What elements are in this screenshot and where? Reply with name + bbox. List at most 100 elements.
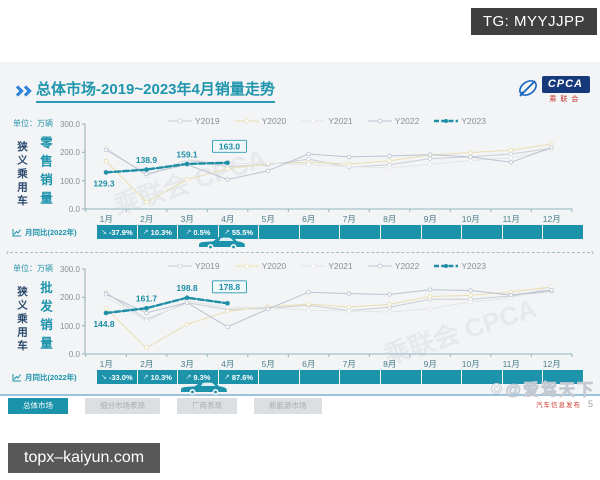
- segment-label: 狭义乘用车: [16, 286, 28, 354]
- yoy-value-cell: [340, 370, 381, 384]
- trend-up-icon: ↗: [142, 229, 149, 236]
- legend-marker-icon: [367, 118, 392, 124]
- legend-marker-icon: [234, 118, 259, 124]
- month-label: 12月: [542, 214, 561, 224]
- yoy-row-label: 月同比(2022年): [12, 225, 77, 239]
- chart-legend: Y2019 Y2020 Y2021 Y2022 Y2023: [168, 116, 486, 126]
- legend-label: Y2020: [261, 261, 287, 271]
- unit-label: 单位：万辆: [13, 119, 53, 128]
- footer-tab-0[interactable]: 总体市场: [8, 398, 68, 414]
- legend-item-Y2023: Y2023: [434, 116, 486, 126]
- legend-marker-icon: [367, 263, 392, 269]
- legend-label: Y2021: [328, 261, 353, 271]
- y-axis-tick-label: 300.0: [59, 265, 80, 274]
- month-label: 8月: [383, 214, 397, 224]
- legend-label: Y2019: [195, 261, 220, 271]
- legend-item-Y2020: Y2020: [234, 261, 287, 271]
- x-axis-month-labels: 1月 2月 3月 4月 5月 6月 7月 8月 9月 10月 11月 12月: [86, 213, 572, 225]
- x-axis-month-labels: 1月 2月 3月 4月 5月 6月 7月 8月 9月 10月 11月 12月: [86, 358, 572, 370]
- legend-marker-icon: [301, 263, 326, 269]
- yoy-value: -37.9%: [108, 227, 133, 237]
- month-label: 8月: [383, 359, 397, 369]
- legend-marker-icon: [301, 118, 326, 124]
- legend-marker-icon: [168, 118, 192, 124]
- trend-down-icon: ↘: [100, 229, 107, 236]
- yoy-value-cell: [299, 225, 340, 239]
- yoy-value-cell: [502, 370, 543, 384]
- trend-up-icon: ↗: [142, 374, 149, 381]
- yoy-value-cell: [299, 370, 340, 384]
- car-icon: [199, 236, 245, 250]
- yoy-value-cell: [381, 370, 421, 384]
- yoy-value-cell: [543, 225, 583, 239]
- yoy-value-cell: [340, 225, 381, 239]
- retail-sales-chart: 单位：万辆 狭义乘用车 零售销量 300.0 200.0 100.0 0.0 Y2019 Y20…: [0, 115, 600, 265]
- blogger-watermark: @爱驾天下 汽车信息发布: [491, 376, 595, 409]
- legend-label: Y2019: [195, 116, 220, 126]
- yoy-value: 9.3%: [193, 372, 211, 382]
- footer-tab-3[interactable]: 新能源市场: [254, 398, 322, 414]
- legend-label: Y2022: [394, 261, 420, 271]
- trend-up-icon: ↗: [185, 229, 192, 236]
- yoy-value-row: ↘ -37.9% ↗ 10.3% ↗ 0.5% ↗ 55.5%: [97, 225, 583, 239]
- y-axis-tick-label: 0.0: [68, 350, 80, 359]
- legend-label: Y2023: [461, 116, 486, 126]
- legend-item-Y2021: Y2021: [301, 116, 353, 126]
- cpca-logo: CPCA 乘联会: [516, 76, 590, 104]
- yoy-label-text: 月同比(2022年): [25, 227, 77, 237]
- svg-text:144.8: 144.8: [93, 319, 115, 329]
- month-label: 10月: [461, 359, 480, 369]
- slide-title-row: 总体市场-2019~2023年4月销量走势: [12, 78, 275, 103]
- y-axis-tick-label: 100.0: [59, 321, 80, 331]
- footer-tab-1[interactable]: 细分市场表现: [85, 398, 160, 414]
- metric-label: 批发销量: [38, 281, 52, 355]
- metric-label: 零售销量: [38, 136, 52, 210]
- yoy-value-cell: [462, 370, 502, 384]
- month-label: 1月: [99, 214, 113, 224]
- month-label: 12月: [542, 359, 561, 369]
- yoy-value-cell: [259, 370, 299, 384]
- yoy-value-cell: ↘ -33.0%: [97, 370, 137, 384]
- yoy-value: 0.5%: [193, 227, 211, 237]
- yoy-value-cell: [421, 370, 462, 384]
- svg-text:178.8: 178.8: [219, 282, 241, 292]
- unit-label: 单位：万辆: [13, 264, 53, 273]
- month-label: 11月: [502, 359, 520, 369]
- legend-marker-icon: [434, 264, 459, 268]
- chart-legend: Y2019 Y2020 Y2021 Y2022 Y2023: [168, 261, 486, 271]
- cpca-logo-subtext: 乘联会: [549, 96, 583, 103]
- site-watermark-label: topx–kaiyun.com: [8, 443, 161, 473]
- legend-item-Y2019: Y2019: [168, 261, 220, 271]
- month-label: 4月: [221, 359, 235, 369]
- yoy-value-cell: [259, 225, 299, 239]
- svg-text:163.0: 163.0: [219, 141, 241, 151]
- month-label: 2月: [140, 214, 154, 224]
- svg-text:159.1: 159.1: [176, 149, 198, 159]
- slide-canvas: 乘联会 CPCA 乘联会 CPCA 总体市场-2019~2023年4月销量走势 …: [0, 62, 600, 396]
- yoy-value-cell: [381, 225, 421, 239]
- yoy-value-cell: ↗ 10.3%: [137, 370, 178, 384]
- page-number: 5: [587, 399, 593, 409]
- yoy-value: 10.3%: [150, 372, 172, 382]
- month-label: 11月: [502, 214, 520, 224]
- legend-item-Y2019: Y2019: [168, 116, 220, 126]
- paw-icon: [491, 382, 503, 394]
- yoy-value-cell: ↗ 9.3%: [178, 370, 218, 384]
- page-title: 总体市场-2019~2023年4月销量走势: [36, 78, 275, 103]
- month-label: 9月: [423, 214, 437, 224]
- trend-up-icon: ↗: [223, 229, 230, 236]
- footer-tab-2[interactable]: 厂商表现: [177, 398, 237, 414]
- month-label: 5月: [261, 214, 275, 224]
- segment-label: 狭义乘用车: [16, 141, 28, 209]
- trend-chart-icon: [12, 228, 21, 236]
- legend-label: Y2022: [394, 116, 420, 126]
- month-label: 7月: [342, 359, 356, 369]
- tg-watermark-label: TG: MYYJJPP: [470, 8, 597, 35]
- yoy-value-cell: ↗ 55.5%: [218, 225, 259, 239]
- month-label: 1月: [99, 359, 113, 369]
- yoy-value-cell: [502, 225, 543, 239]
- cpca-logo-icon: [518, 80, 537, 97]
- arrow-left-icon: ‹: [6, 247, 9, 257]
- yoy-value-cell: [421, 225, 462, 239]
- legend-item-Y2021: Y2021: [301, 261, 353, 271]
